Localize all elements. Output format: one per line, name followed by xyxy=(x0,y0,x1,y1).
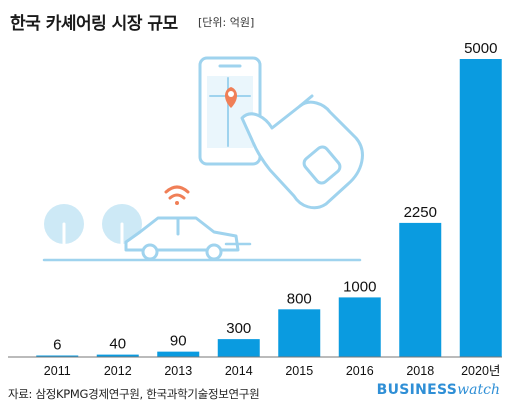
category-label-2014: 2014 xyxy=(225,364,253,378)
bar-2018 xyxy=(399,222,442,357)
bar-2013 xyxy=(157,351,200,357)
category-label-2011: 2011 xyxy=(44,364,71,378)
category-label-2020년: 2020년 xyxy=(461,364,500,378)
value-label-2020년: 5000 xyxy=(464,40,497,57)
phone-icon xyxy=(198,56,262,166)
tree-icon-2 xyxy=(102,204,142,258)
bar-2012 xyxy=(96,354,139,357)
category-label-2015: 2015 xyxy=(285,364,313,378)
value-label-2012: 40 xyxy=(109,336,126,353)
value-label-2018: 2250 xyxy=(404,204,437,221)
car-icon xyxy=(124,216,240,261)
value-label-2011: 6 xyxy=(53,337,61,354)
bar-2011 xyxy=(36,355,79,357)
category-label-2018: 2018 xyxy=(406,364,434,378)
bar-2015 xyxy=(278,309,321,357)
wifi-icon xyxy=(164,185,190,205)
unit-label: [단위: 억원] xyxy=(198,16,255,29)
value-label-2016: 1000 xyxy=(343,278,376,295)
value-label-2014: 300 xyxy=(226,320,251,337)
value-label-2013: 90 xyxy=(170,333,187,350)
value-label-2015: 800 xyxy=(287,290,312,307)
location-pin-icon xyxy=(225,87,237,108)
source-note: 자료: 삼정KPMG경제연구원, 한국과학기술정보연구원 xyxy=(8,387,260,401)
illustration xyxy=(42,56,364,262)
category-label-2012: 2012 xyxy=(104,364,132,378)
bar-2014 xyxy=(217,339,260,357)
hand-icon xyxy=(240,94,364,210)
category-label-2013: 2013 xyxy=(164,364,192,378)
category-label-2016: 2016 xyxy=(346,364,374,378)
bar-2016 xyxy=(338,297,381,357)
bar-2020년 xyxy=(459,59,502,357)
tree-icon-1 xyxy=(44,204,84,258)
brand-logo: BUSINESSwatch xyxy=(376,382,500,398)
chart-title: 한국 카셰어링 시장 규모 xyxy=(10,14,178,34)
